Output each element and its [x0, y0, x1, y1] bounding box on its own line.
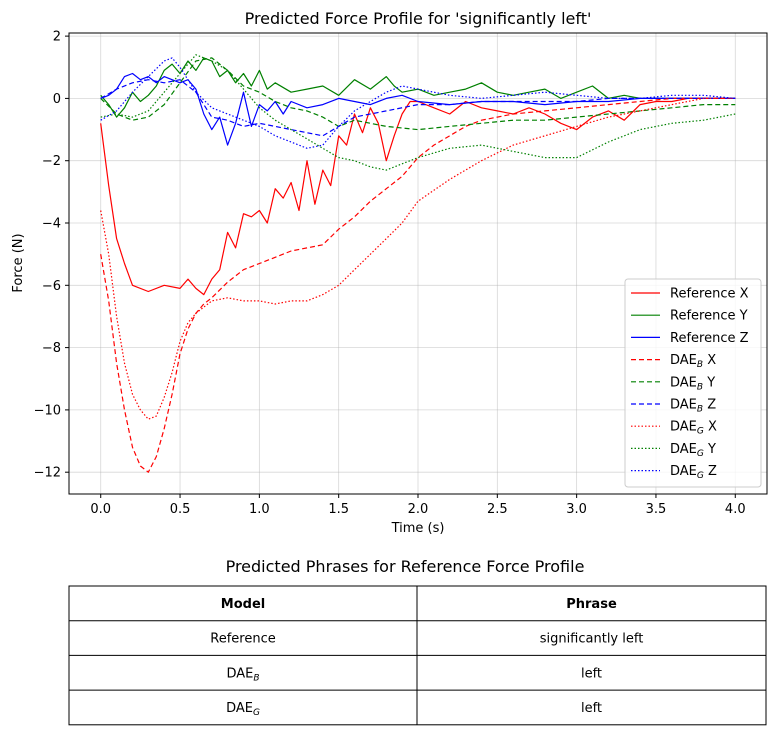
legend-label-tail: Z [703, 398, 716, 413]
legend-label-main: Reference X [670, 287, 749, 302]
x-tick-label: 1.0 [249, 502, 270, 517]
x-tick-label: 3.5 [646, 502, 667, 517]
legend-label-tail: Z [704, 464, 717, 479]
y-tick-label: −4 [42, 217, 61, 232]
chart-title: Predicted Force Profile for 'significant… [245, 9, 592, 28]
series-line-5 [100, 57, 736, 131]
x-tick-label: 3.0 [566, 502, 587, 517]
legend-label: DAEG X [670, 420, 717, 437]
x-tick-label: 4.0 [725, 502, 746, 517]
table-model-subscript: G [253, 708, 260, 718]
table-model-main: DAE [226, 701, 253, 716]
legend-label-subscript: G [697, 427, 704, 437]
legend-label: DAEG Y [670, 442, 716, 459]
table-model-cell: DAEG [226, 701, 260, 718]
table-phrase-cell: significantly left [540, 632, 644, 647]
legend-label-subscript: B [697, 405, 703, 415]
table-model-cell: Reference [210, 632, 275, 647]
y-tick-label: −6 [42, 279, 61, 294]
phrase-table: Predicted Phrases for Reference Force Pr… [68, 557, 767, 726]
plot-lines [100, 54, 736, 473]
table-phrase-cell: left [581, 701, 602, 716]
legend-label-main: DAE [670, 420, 697, 435]
y-tick-label: −2 [42, 154, 61, 169]
legend-label: Reference X [670, 287, 749, 302]
table-model-main: DAE [226, 666, 253, 681]
legend-label-main: DAE [670, 375, 697, 390]
y-tick-label: −10 [34, 403, 61, 418]
table-grid [68, 585, 767, 726]
table-phrase-cell: left [581, 666, 602, 681]
x-tick-label: 2.0 [408, 502, 429, 517]
legend-label-main: DAE [670, 464, 697, 479]
x-axis-ticks: 0.0 0.5 1.0 1.5 2.0 2.5 3.0 3.5 4.0 [90, 494, 746, 517]
legend-label-main: Reference Z [670, 331, 749, 346]
table-model-cell: DAEB [226, 666, 259, 683]
y-axis-ticks: 2 0 −2 −4 −6 −8 −10 −12 [34, 30, 69, 481]
legend-label-main: DAE [670, 398, 697, 413]
table-header-cell: Model [221, 597, 265, 612]
force-profile-chart: Predicted Force Profile for 'significant… [11, 9, 768, 536]
table-header-cell: Phrase [566, 597, 617, 612]
legend-label-tail: Y [704, 442, 716, 457]
table-text: Model Phrase Reference significantly left DA… [210, 597, 643, 718]
y-tick-label: 2 [53, 30, 61, 45]
legend-label-main: DAE [670, 442, 697, 457]
x-tick-label: 0.0 [90, 502, 111, 517]
y-tick-label: −12 [34, 466, 61, 481]
legend-label-main: Reference Y [670, 309, 748, 324]
legend-label-subscript: G [697, 449, 704, 459]
legend-label-tail: Y [703, 375, 715, 390]
legend-box [624, 278, 762, 488]
series-line-7 [100, 97, 736, 420]
table-model-subscript: B [253, 673, 259, 683]
legend-label: Reference Y [670, 309, 748, 324]
legend-label-subscript: B [697, 382, 703, 392]
legend-label-subscript: G [697, 471, 704, 481]
legend-label: DAEB Y [670, 375, 715, 392]
series-line-2 [100, 57, 736, 118]
series-line-8 [100, 54, 736, 171]
table-model-main: Reference [210, 632, 275, 647]
legend-label: Reference Z [670, 331, 749, 346]
x-axis-label: Time (s) [391, 521, 445, 536]
table-title: Predicted Phrases for Reference Force Pr… [226, 557, 585, 576]
y-axis-label: Force (N) [11, 233, 26, 292]
x-tick-label: 0.5 [170, 502, 191, 517]
legend-label: DAEB X [670, 353, 716, 370]
series-line-1 [100, 97, 736, 296]
legend-label-tail: X [703, 353, 716, 368]
y-tick-label: −8 [42, 341, 61, 356]
x-tick-label: 2.5 [487, 502, 508, 517]
y-tick-label: 0 [53, 92, 61, 107]
legend-label-subscript: B [697, 360, 703, 370]
legend-label-tail: X [704, 420, 717, 435]
legend-label: DAEB Z [670, 398, 716, 415]
series-line-4 [100, 97, 736, 473]
legend-label-main: DAE [670, 353, 697, 368]
x-tick-label: 1.5 [328, 502, 349, 517]
legend-label: DAEG Z [670, 464, 717, 481]
